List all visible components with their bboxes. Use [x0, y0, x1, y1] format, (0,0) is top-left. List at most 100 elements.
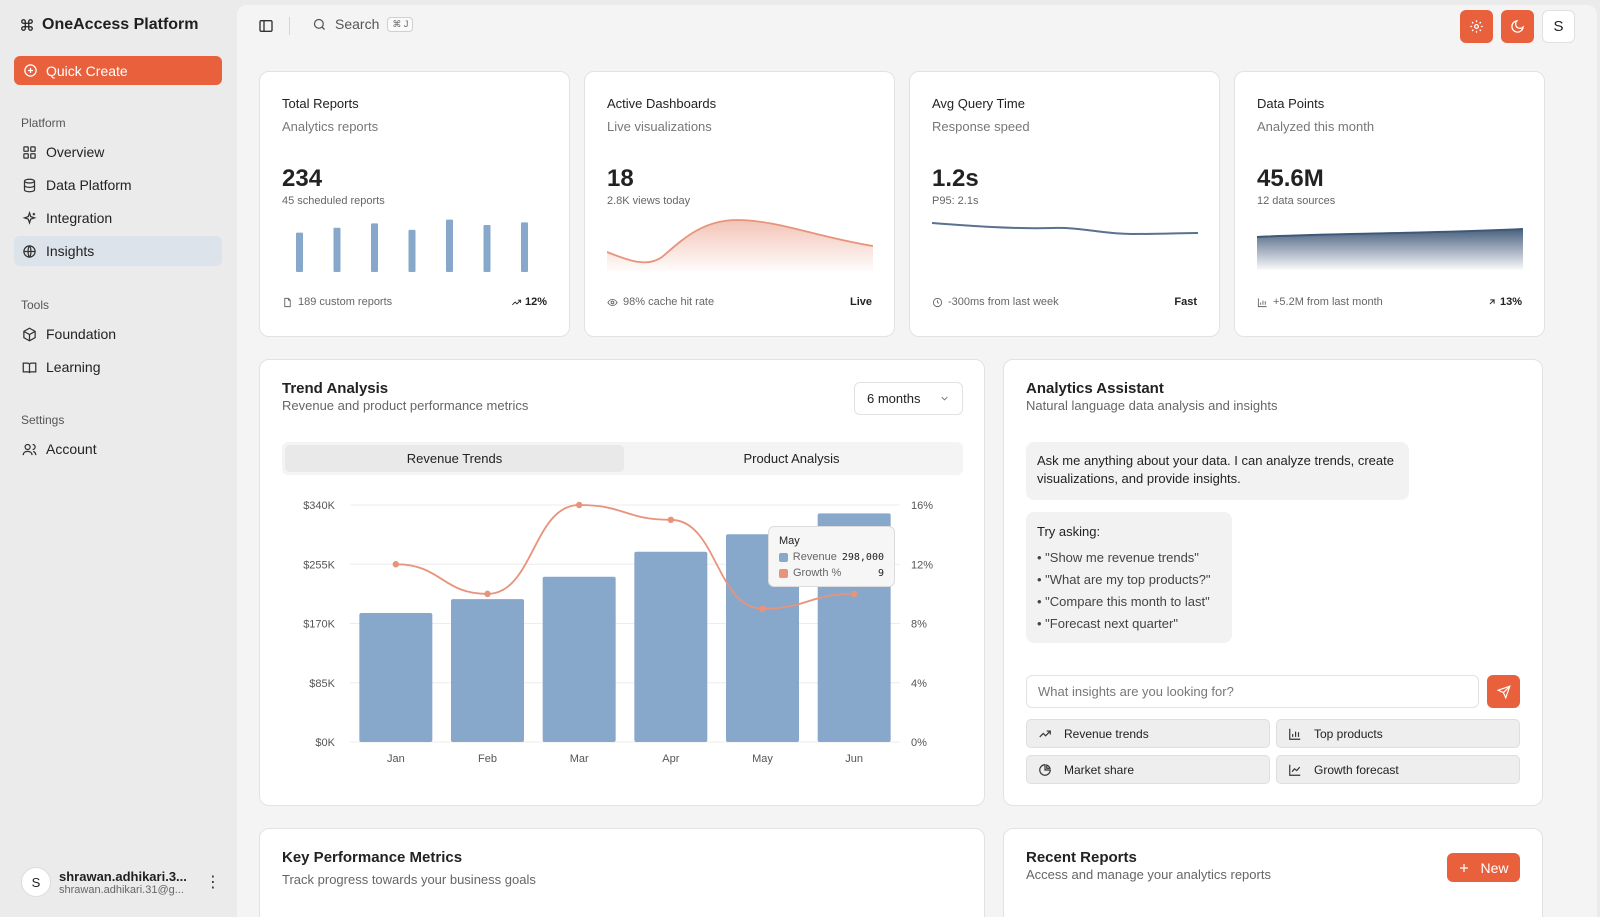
y-tick-label-right: 16%	[911, 500, 933, 512]
tooltip-value: 9	[877, 567, 884, 579]
sidebar-item-learning[interactable]: Learning	[14, 352, 222, 382]
stat-title: Data Points	[1257, 96, 1325, 111]
search-shortcut: ⌘ J	[387, 16, 414, 32]
database-icon	[23, 178, 36, 192]
x-tick-label: Jun	[845, 753, 863, 765]
revenue-bar[interactable]	[634, 551, 708, 742]
stat-footer: -300ms from last week	[932, 296, 1059, 308]
stat-title: Active Dashboards	[607, 96, 717, 111]
sparkline-area	[1257, 229, 1523, 270]
growth-point[interactable]	[850, 590, 858, 598]
topbar: Search ⌘ J S	[237, 5, 1597, 47]
tooltip-value: 298,000	[841, 551, 884, 563]
settings-button[interactable]	[1460, 10, 1493, 43]
tooltip-label: Revenue	[792, 551, 837, 563]
legend-swatch-revenue	[779, 552, 788, 562]
moon-icon	[1511, 20, 1524, 33]
legend-swatch-growth	[779, 568, 788, 578]
more-vertical-icon[interactable]: ⋮	[205, 874, 221, 891]
pie-chart-icon	[1039, 763, 1051, 776]
section-label-platform: Platform	[21, 116, 66, 130]
sidebar-item-integration[interactable]: Integration	[14, 203, 222, 233]
user-info: shrawan.adhikari.3... shrawan.adhikari.3…	[59, 869, 191, 896]
stat-value: 1.2s	[932, 165, 979, 192]
brand[interactable]: OneAccess Platform	[20, 16, 199, 34]
stat-subtitle: Response speed	[932, 119, 1030, 134]
section-label-settings: Settings	[21, 413, 65, 427]
sidebar-item-insights[interactable]: Insights	[14, 236, 222, 266]
stat-badge: 13%	[1487, 296, 1522, 308]
stat-value: 234	[282, 165, 323, 192]
user-menu[interactable]: S shrawan.adhikari.3... shrawan.adhikari…	[21, 865, 221, 899]
user-email: shrawan.adhikari.31@g...	[59, 883, 184, 896]
line-sparkline	[932, 222, 1198, 236]
growth-point[interactable]	[392, 561, 400, 568]
range-select[interactable]: 6 months	[854, 382, 963, 415]
spark-bar	[333, 227, 341, 272]
stat-subtitle: Analytics reports	[282, 119, 379, 134]
suggestion-item[interactable]: • "Compare this month to last"	[1037, 594, 1210, 609]
x-tick-label: Mar	[570, 753, 589, 765]
quick-top-products-button[interactable]: Top products	[1276, 719, 1520, 748]
suggestions-title: Try asking:	[1037, 524, 1101, 539]
y-tick-label-left: $85K	[309, 678, 335, 690]
spark-bar	[296, 232, 303, 272]
quick-market-share-button[interactable]: Market share	[1026, 755, 1270, 784]
avatar-button[interactable]: S	[1542, 10, 1575, 43]
sidebar-item-foundation[interactable]: Foundation	[14, 319, 222, 349]
trending-up-icon	[512, 299, 522, 305]
search-button[interactable]: Search ⌘ J	[312, 16, 414, 32]
sidebar-item-account[interactable]: Account	[14, 434, 222, 464]
growth-point[interactable]	[575, 501, 583, 509]
stat-footer: 189 custom reports	[282, 296, 392, 308]
stat-value: 18	[607, 165, 634, 192]
sidebar-toggle-icon[interactable]	[258, 18, 274, 39]
y-tick-label-right: 0%	[911, 737, 927, 749]
assistant-input[interactable]: What insights are you looking for?	[1026, 675, 1479, 708]
tab-revenue-trends[interactable]: Revenue Trends	[285, 445, 624, 472]
growth-point[interactable]	[759, 605, 766, 612]
y-tick-label-left: $340K	[303, 500, 335, 512]
spark-bar	[371, 223, 378, 272]
brand-name: OneAccess Platform	[42, 16, 199, 33]
stat-footer-text: +5.2M from last month	[1273, 296, 1383, 308]
quick-growth-forecast-button[interactable]: Growth forecast	[1276, 755, 1520, 784]
send-button[interactable]	[1487, 675, 1520, 708]
section-label-tools: Tools	[21, 298, 50, 312]
revenue-bar[interactable]	[542, 576, 616, 742]
growth-point[interactable]	[667, 516, 675, 524]
stat-note: 12 data sources	[1257, 195, 1336, 207]
suggestion-item[interactable]: • "Forecast next quarter"	[1037, 616, 1178, 631]
sparkline-line	[932, 222, 1198, 236]
revenue-bar[interactable]	[359, 613, 433, 742]
stat-title: Avg Query Time	[932, 96, 1025, 111]
revenue-bar[interactable]	[451, 599, 524, 742]
grid-icon	[23, 145, 36, 159]
sparkline-area	[607, 220, 873, 272]
new-report-button[interactable]: New	[1447, 853, 1520, 882]
sidebar-item-data-platform[interactable]: Data Platform	[14, 170, 222, 200]
recent-reports-card: Recent Reports Access and manage your an…	[1003, 828, 1543, 917]
stat-title: Total Reports	[282, 96, 359, 111]
tab-product-analysis[interactable]: Product Analysis	[743, 451, 840, 466]
stat-footer: 98% cache hit rate	[607, 296, 714, 308]
stat-subtitle: Live visualizations	[607, 119, 712, 134]
growth-point[interactable]	[484, 590, 491, 598]
quick-create-button[interactable]: Quick Create	[14, 56, 222, 85]
suggestion-item[interactable]: • "Show me revenue trends"	[1037, 550, 1199, 565]
file-icon	[284, 297, 291, 307]
line-chart-icon	[1289, 764, 1301, 776]
section-subtitle: Track progress towards your business goa…	[282, 872, 536, 887]
user-name: shrawan.adhikari.3...	[59, 868, 187, 884]
topbar-divider	[289, 17, 290, 35]
book-open-icon	[22, 362, 37, 373]
sidebar-item-overview[interactable]: Overview	[14, 137, 222, 167]
quick-revenue-trends-button[interactable]: Revenue trends	[1026, 719, 1270, 748]
y-tick-label-left: $170K	[303, 619, 335, 631]
theme-toggle-button[interactable]	[1501, 10, 1534, 43]
stat-footer: +5.2M from last month	[1257, 296, 1383, 308]
stat-card-total-reports: Total Reports Analytics reports 234 45 s…	[259, 71, 570, 337]
suggestion-item[interactable]: • "What are my top products?"	[1037, 572, 1211, 587]
suggestions-list: • "Show me revenue trends" • "What are m…	[1037, 547, 1221, 635]
area-sparkline-slate	[1257, 228, 1523, 270]
